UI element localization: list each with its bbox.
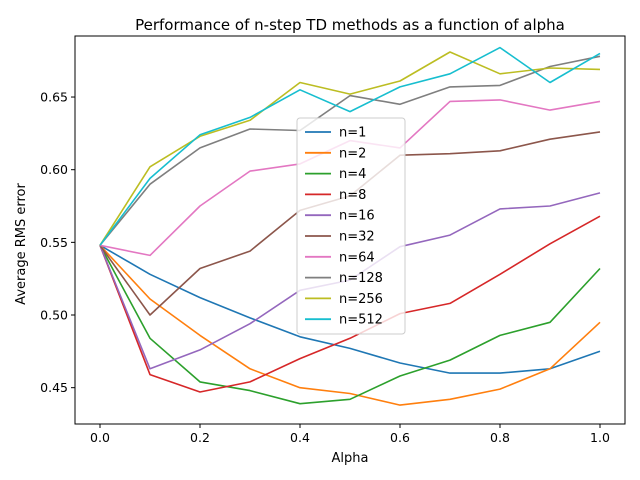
legend-label: n=1 bbox=[339, 126, 366, 141]
series-line-n-256 bbox=[99, 51, 601, 246]
legend-box bbox=[296, 117, 406, 335]
legend-label: n=256 bbox=[339, 292, 383, 307]
series-line-n-4 bbox=[99, 244, 601, 405]
legend-label: n=8 bbox=[339, 188, 366, 203]
y-tick-label: 0.60 bbox=[40, 162, 68, 177]
x-tick-label: 0.2 bbox=[190, 430, 210, 445]
legend-label: n=32 bbox=[339, 230, 375, 245]
x-tick-label: 0.0 bbox=[90, 430, 110, 445]
legend-label: n=128 bbox=[339, 271, 383, 286]
legend: n=1 n=2 n=4 n=8 n=16 n=32 n=64 n=128 n=256 n=512 bbox=[296, 117, 406, 335]
y-tick-label: 0.45 bbox=[40, 380, 68, 395]
y-axis-label: Average RMS error bbox=[14, 183, 29, 305]
legend-label: n=2 bbox=[339, 146, 366, 161]
x-axis-label: Alpha bbox=[332, 451, 369, 466]
chart-title: Performance of n-step TD methods as a fu… bbox=[135, 16, 565, 34]
legend-label: n=512 bbox=[339, 313, 383, 328]
series-line-n-2 bbox=[99, 244, 601, 406]
x-tick-label: 1.0 bbox=[590, 430, 610, 445]
x-axis: 0.0 0.2 0.4 0.6 0.8 1.0 bbox=[90, 424, 610, 445]
y-tick-label: 0.65 bbox=[40, 90, 68, 105]
y-tick-label: 0.50 bbox=[40, 308, 68, 323]
legend-label: n=64 bbox=[339, 250, 375, 265]
x-tick-label: 0.6 bbox=[390, 430, 410, 445]
series-line-n-128 bbox=[99, 55, 601, 246]
legend-label: n=16 bbox=[339, 209, 375, 224]
series-line-n-1 bbox=[99, 244, 601, 374]
x-tick-label: 0.4 bbox=[290, 430, 310, 445]
plot-frame bbox=[74, 35, 626, 425]
x-tick-label: 0.8 bbox=[490, 430, 510, 445]
y-tick-label: 0.55 bbox=[40, 235, 68, 250]
legend-label: n=4 bbox=[339, 167, 366, 182]
y-axis: 0.45 0.50 0.55 0.60 0.65 bbox=[40, 90, 75, 395]
series-line-n-8 bbox=[99, 215, 601, 393]
series-line-n-512 bbox=[99, 46, 601, 246]
